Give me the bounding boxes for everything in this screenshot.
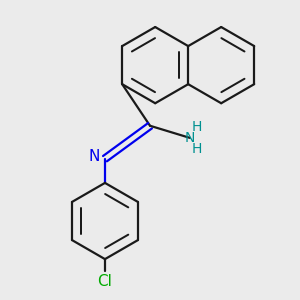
Text: H: H (192, 142, 202, 156)
Text: N: N (88, 149, 100, 164)
Text: N: N (184, 131, 195, 145)
Text: Cl: Cl (98, 274, 112, 289)
Text: H: H (192, 119, 202, 134)
